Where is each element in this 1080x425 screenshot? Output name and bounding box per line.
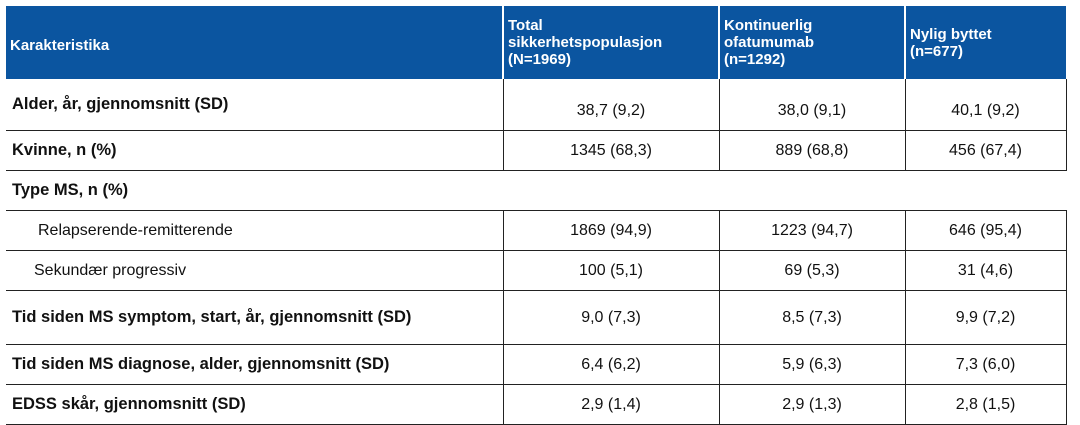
header-recently-switched: Nylig byttet (n=677) <box>905 6 1066 79</box>
cell-continuous: 1223 (94,7) <box>718 210 905 251</box>
cell-continuous: 38,0 (9,1) <box>718 79 905 131</box>
cell-continuous: 889 (68,8) <box>718 130 905 171</box>
row-label: Relapserende-remitterende <box>6 210 503 251</box>
table-row: Tid siden MS diagnose, alder, gjennomsni… <box>6 344 1067 385</box>
row-label: Sekundær progressiv <box>6 250 503 291</box>
table-row-section: Type MS, n (%) <box>6 170 1066 211</box>
cell-total: 1345 (68,3) <box>502 130 719 171</box>
table-row: Kvinne, n (%) 1345 (68,3) 889 (68,8) 456… <box>6 130 1067 171</box>
cell-continuous: 69 (5,3) <box>718 250 905 291</box>
cell-switched: 9,9 (7,2) <box>904 290 1067 345</box>
cell-switched: 2,8 (1,5) <box>904 384 1067 425</box>
cell-switched: 40,1 (9,2) <box>904 79 1067 131</box>
header-total: Total sikkerhetspopulasjon (N=1969) <box>503 6 720 79</box>
cell-total: 6,4 (6,2) <box>502 344 719 385</box>
cell-total: 9,0 (7,3) <box>502 290 719 345</box>
table-row: Alder, år, gjennomsnitt (SD) 38,7 (9,2) … <box>6 79 1067 131</box>
cell-total: 2,9 (1,4) <box>502 384 719 425</box>
row-label: Tid siden MS diagnose, alder, gjennomsni… <box>6 344 503 385</box>
cell-continuous: 8,5 (7,3) <box>718 290 905 345</box>
cell-switched: 646 (95,4) <box>904 210 1067 251</box>
cell-switched: 456 (67,4) <box>904 130 1067 171</box>
cell-total: 38,7 (9,2) <box>502 79 719 131</box>
cell-switched: 31 (4,6) <box>904 250 1067 291</box>
table-row: Relapserende-remitterende 1869 (94,9) 12… <box>6 210 1067 251</box>
table-row: Tid siden MS symptom, start, år, gjennom… <box>6 290 1067 345</box>
cell-continuous: 5,9 (6,3) <box>718 344 905 385</box>
row-label: Alder, år, gjennomsnitt (SD) <box>6 79 503 131</box>
header-continuous: Kontinuerlig ofatumumab (n=1292) <box>719 6 906 79</box>
characteristics-table: Karakteristika Total sikkerhetspopulasjon… <box>6 6 1067 425</box>
table-row: EDSS skår, gjennomsnitt (SD) 2,9 (1,4) 2… <box>6 384 1067 425</box>
cell-continuous: 2,9 (1,3) <box>718 384 905 425</box>
header-row: Karakteristika Total sikkerhetspopulasjon… <box>6 6 1066 79</box>
row-label: EDSS skår, gjennomsnitt (SD) <box>6 384 503 425</box>
cell-total: 100 (5,1) <box>502 250 719 291</box>
row-label: Kvinne, n (%) <box>6 130 503 171</box>
header-characteristic: Karakteristika <box>6 6 504 79</box>
section-label: Type MS, n (%) <box>6 170 1066 211</box>
cell-switched: 7,3 (6,0) <box>904 344 1067 385</box>
row-label: Tid siden MS symptom, start, år, gjennom… <box>6 290 503 345</box>
cell-total: 1869 (94,9) <box>502 210 719 251</box>
table-row: Sekundær progressiv 100 (5,1) 69 (5,3) 3… <box>6 250 1067 291</box>
